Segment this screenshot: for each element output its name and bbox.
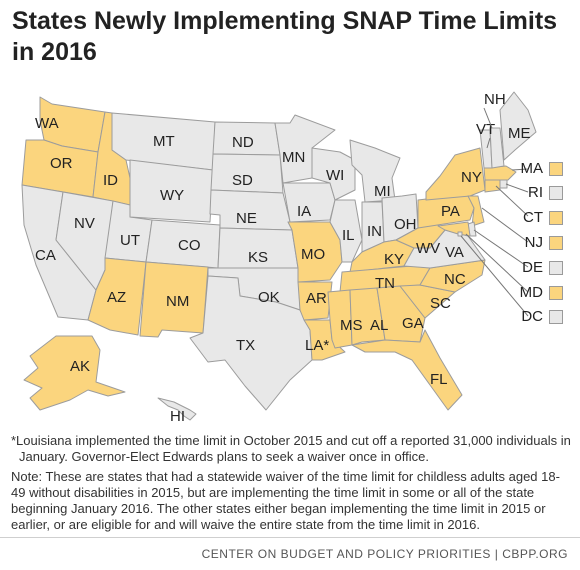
state-labels: WA OR ID CA NV UT AZ MT WY CO NM ND SD N… [35,91,531,425]
notes: *Louisiana implemented the time limit in… [11,433,571,537]
legend-swatch-MA [549,161,563,176]
legend-label-RI: RI [528,184,543,201]
label-AL: AL [370,317,388,334]
legend-MD: MD [513,284,563,301]
label-OR: OR [50,155,73,172]
label-OK: OK [258,289,280,306]
state-CT [484,179,501,193]
label-TN: TN [375,275,395,292]
label-UT: UT [120,232,140,249]
label-OH: OH [394,216,417,233]
legend-MA: MA [513,160,563,177]
label-MT: MT [153,133,175,150]
legend-swatch-DE [549,260,563,275]
label-IA: IA [297,203,311,220]
state-WY [129,159,214,223]
state-AK [23,335,126,411]
state-DC [457,231,463,237]
label-IN: IN [367,223,382,240]
label-HI: HI [170,408,185,425]
label-AK: AK [70,358,90,375]
label-GA: GA [402,315,424,332]
legend-swatch-DC [549,309,563,324]
label-MN: MN [282,149,305,166]
leader-lines [460,107,529,317]
footer-divider [0,537,580,538]
legend-label-DE: DE [522,259,543,276]
state-NH [489,127,505,169]
label-VA: VA [445,244,464,261]
footnote: *Louisiana implemented the time limit in… [11,433,571,464]
state-RI [499,179,508,189]
legend-RI: RI [513,184,563,201]
label-SD: SD [232,172,253,189]
label-MI: MI [374,183,391,200]
state-HI [157,397,197,421]
legend-label-MA: MA [520,160,544,177]
label-CO: CO [178,237,201,254]
label-NY: NY [461,169,482,186]
label-LA: LA* [305,337,329,354]
label-NM: NM [166,293,189,310]
label-KS: KS [248,249,268,266]
note: Note: These are states that had a statew… [11,469,560,532]
label-SC: SC [430,295,451,312]
state-NJ [467,195,485,227]
label-ND: ND [232,134,254,151]
label-NV: NV [74,215,95,232]
label-NH: NH [484,91,506,108]
legend-CT: CT [513,209,563,226]
state-AL [349,287,386,346]
legend-DE: DE [513,259,563,276]
label-WY: WY [160,187,184,204]
state-GA [376,285,426,343]
state-TX [189,275,313,411]
label-WA: WA [35,115,59,132]
label-PA: PA [441,203,460,220]
state-NM [139,261,209,338]
source-credit: CENTER ON BUDGET AND POLICY PRIORITIES |… [201,547,568,561]
label-VT: VT [476,121,495,138]
label-CA: CA [35,247,56,264]
label-FL: FL [430,371,448,388]
legend-swatch-CT [549,210,563,225]
label-NC: NC [444,271,466,288]
legend-swatch-MD [549,285,563,300]
label-ID: ID [103,172,118,189]
label-IL: IL [342,227,355,244]
us-map: WA OR ID CA NV UT AZ MT WY CO NM ND SD N… [21,91,537,425]
label-ME: ME [508,125,531,142]
label-AR: AR [306,290,327,307]
legend-DC: DC [513,308,563,325]
label-KY: KY [384,251,404,268]
state-AR [297,281,333,321]
chart-title: States Newly Implementing SNAP Time Limi… [12,7,558,66]
state-IL [329,199,363,263]
label-MO: MO [301,246,325,263]
legend-swatch-NJ [549,235,563,250]
label-WV: WV [416,240,440,257]
legend-swatch-RI [549,185,563,200]
state-NY [425,147,486,201]
legend-label-CT: CT [523,209,543,226]
legend-label-MD: MD [519,284,543,301]
label-AZ: AZ [107,289,126,306]
label-NE: NE [236,210,257,227]
legend-label-DC: DC [521,308,543,325]
legend-label-NJ: NJ [524,234,543,251]
state-WI [311,147,356,201]
legend-NJ: NJ [513,234,563,251]
state-NC [419,259,486,293]
label-TX: TX [236,337,255,354]
state-FL [351,329,463,411]
label-MS: MS [340,317,363,334]
label-WI: WI [326,167,344,184]
state-ME [499,91,537,161]
